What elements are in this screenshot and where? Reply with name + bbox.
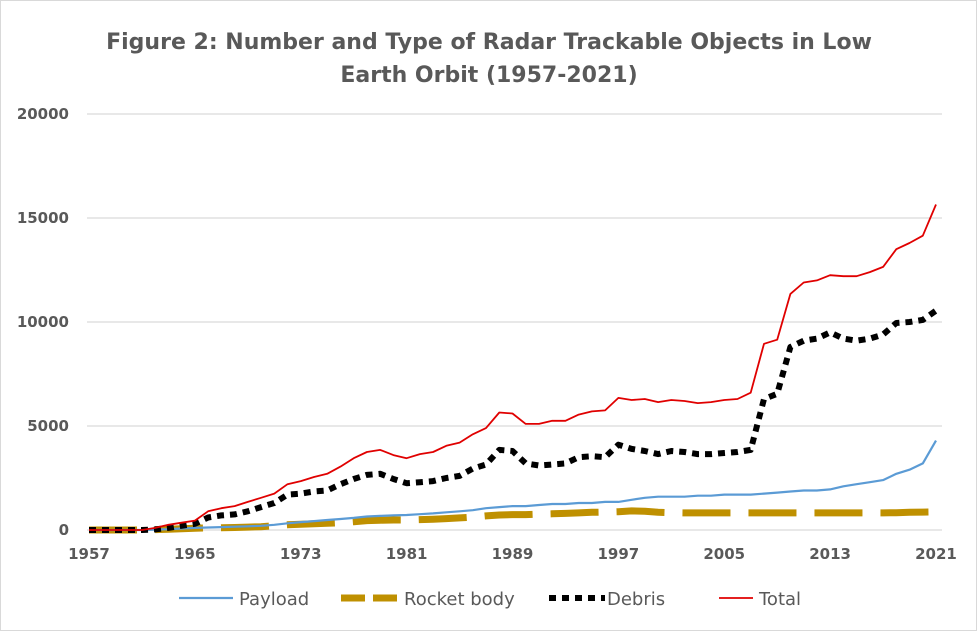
x-tick-label: 2005 (703, 545, 745, 563)
legend-label: Rocket body (404, 589, 515, 610)
x-tick-label: 2021 (915, 545, 957, 563)
x-tick-label: 2013 (809, 545, 851, 563)
x-tick-label: 1989 (492, 545, 534, 563)
legend-label: Debris (607, 589, 665, 610)
series-line-total (89, 204, 937, 531)
x-tick-label: 1957 (68, 545, 110, 563)
chart-title-line-2: Earth Orbit (1957-2021) (340, 63, 637, 88)
x-tick-label: 1997 (598, 545, 640, 563)
legend-label: Total (758, 589, 801, 610)
x-tick-label: 1981 (386, 545, 428, 563)
legend-label: Payload (239, 589, 309, 610)
y-tick-label: 5000 (27, 417, 69, 435)
y-tick-label: 10000 (17, 313, 69, 331)
y-tick-label: 15000 (17, 209, 69, 227)
series-line-debris (89, 308, 938, 533)
chart-title-line-1: Figure 2: Number and Type of Radar Track… (106, 30, 872, 55)
x-tick-label: 1973 (280, 545, 322, 563)
series-line-payload (89, 440, 937, 532)
y-tick-label: 20000 (17, 105, 69, 123)
y-tick-label: 0 (59, 521, 69, 539)
x-tick-label: 1965 (174, 545, 216, 563)
